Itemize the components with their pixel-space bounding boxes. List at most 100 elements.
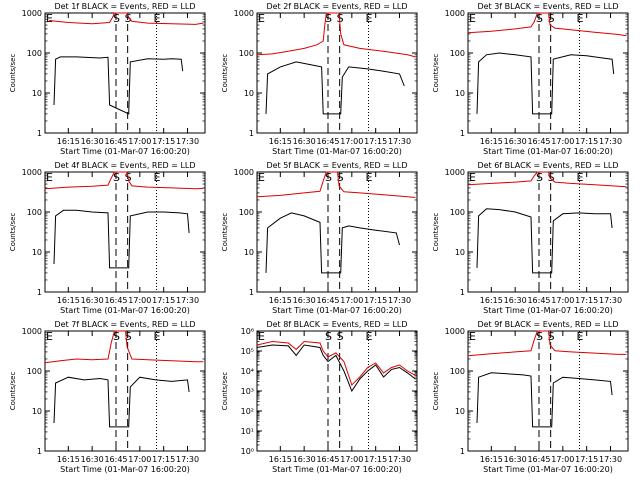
x-tick-label: 17:00 (128, 455, 151, 464)
series-line-lld (44, 330, 204, 364)
series-line-lld (467, 330, 627, 357)
marker-label: S (125, 12, 132, 25)
x-tick-label: 17:00 (551, 296, 574, 305)
x-tick-label: 16:45 (527, 137, 550, 146)
y-tick-label: 10¹ (241, 427, 254, 436)
chart-title: Det 4f BLACK = Events, RED = LLD (54, 161, 195, 170)
y-tick-label: 100 (239, 49, 254, 58)
marker-label: E (469, 330, 476, 343)
y-tick-label: 1 (460, 447, 465, 456)
y-tick-label: 10⁵ (241, 347, 254, 356)
x-tick-label: 16:15 (57, 455, 80, 464)
x-axis-label: Start Time (01-Mar-07 16:00:20) (60, 465, 190, 474)
x-tick-label: 17:30 (176, 455, 199, 464)
y-tick-label: 10 (455, 89, 465, 98)
y-tick-label: 1 (37, 288, 42, 297)
y-tick-label: 10 (455, 407, 465, 416)
x-tick-label: 17:00 (340, 455, 363, 464)
x-tick-label: 16:45 (104, 296, 127, 305)
chart-panel-7: Det 7f BLACK = Events, RED = LLD 1 10 100 10… (9, 320, 206, 474)
y-tick-label: 1000 (22, 327, 42, 336)
y-axis-label: Counts/sec (9, 54, 17, 93)
x-tick-label: 17:15 (575, 296, 598, 305)
y-tick-label: 1 (249, 129, 254, 138)
y-tick-label: 10 (32, 89, 42, 98)
y-tick-label: 1000 (234, 168, 254, 177)
y-tick-label: 1000 (234, 9, 254, 18)
series-line-events (476, 52, 615, 115)
x-tick-label: 16:15 (480, 296, 503, 305)
y-tick-label: 100 (450, 49, 465, 58)
marker-label: E (154, 12, 161, 25)
series-line-events (476, 372, 613, 428)
y-axis-label: Counts/sec (221, 54, 229, 93)
x-tick-label: 17:00 (128, 296, 151, 305)
y-tick-label: 1 (37, 129, 42, 138)
marker-label: E (46, 171, 53, 184)
chart-panel-4: Det 4f BLACK = Events, RED = LLD 1 10 100 10… (9, 161, 206, 315)
y-tick-label: 1000 (22, 9, 42, 18)
series-line-lld (256, 12, 416, 58)
y-tick-label: 1000 (445, 168, 465, 177)
y-tick-label: 100 (27, 49, 42, 58)
marker-label: E (258, 171, 265, 184)
chart-title: Det 3f BLACK = Events, RED = LLD (477, 2, 618, 11)
x-tick-label: 17:30 (388, 296, 411, 305)
marker-label: S (337, 171, 344, 184)
y-axis-label: Counts/sec (432, 372, 440, 411)
series-line-events (53, 209, 190, 269)
x-tick-label: 16:15 (480, 455, 503, 464)
x-axis-label: Start Time (01-Mar-07 16:00:20) (60, 306, 190, 315)
x-tick-label: 17:30 (599, 137, 622, 146)
y-tick-label: 100 (450, 208, 465, 217)
x-tick-label: 17:30 (388, 455, 411, 464)
x-tick-label: 17:15 (364, 296, 387, 305)
y-tick-label: 100 (27, 208, 42, 217)
series-line-events (53, 376, 190, 428)
x-tick-label: 16:30 (504, 137, 527, 146)
marker-label: S (536, 171, 543, 184)
chart-panel-2: Det 2f BLACK = Events, RED = LLD 1 10 100 10… (221, 2, 418, 156)
x-tick-label: 17:15 (152, 137, 175, 146)
y-axis-label: Counts/sec (221, 213, 229, 252)
y-tick-label: 10 (455, 248, 465, 257)
x-tick-label: 16:15 (269, 296, 292, 305)
x-tick-label: 16:30 (504, 455, 527, 464)
x-tick-label: 16:30 (504, 296, 527, 305)
y-tick-label: 10² (241, 407, 254, 416)
y-axis-label: Counts/sec (221, 372, 229, 411)
x-tick-label: 17:00 (340, 296, 363, 305)
chart-title: Det 7f BLACK = Events, RED = LLD (54, 320, 195, 329)
x-tick-label: 17:15 (364, 137, 387, 146)
chart-title: Det 2f BLACK = Events, RED = LLD (266, 2, 407, 11)
chart-panel-3: Det 3f BLACK = Events, RED = LLD 1 10 100 10… (432, 2, 629, 156)
x-tick-label: 17:15 (575, 137, 598, 146)
y-axis-label: Counts/sec (9, 213, 17, 252)
plot-frame (467, 171, 629, 293)
plot-frame (467, 330, 629, 452)
x-tick-label: 17:30 (599, 296, 622, 305)
x-tick-label: 16:45 (316, 137, 339, 146)
chart-panel-8: Det 8f BLACK = Events, RED = LLD 10⁰ 10¹ 10… (221, 320, 418, 474)
marker-label: S (125, 330, 132, 343)
marker-label: S (337, 330, 344, 343)
x-axis-label: Start Time (01-Mar-07 16:00:20) (483, 306, 613, 315)
x-tick-label: 16:30 (81, 455, 104, 464)
series-line-events (53, 56, 184, 115)
x-tick-label: 16:30 (81, 296, 104, 305)
chart-panel-9: Det 9f BLACK = Events, RED = LLD 1 10 100 10… (432, 320, 629, 474)
x-tick-label: 16:15 (269, 455, 292, 464)
y-tick-label: 10⁰ (241, 447, 254, 456)
x-tick-label: 16:45 (527, 455, 550, 464)
y-tick-label: 10³ (241, 387, 254, 396)
x-tick-label: 17:30 (388, 137, 411, 146)
marker-label: S (536, 330, 543, 343)
y-tick-label: 1 (37, 447, 42, 456)
series-line-lld (49, 12, 204, 25)
x-tick-label: 17:00 (340, 137, 363, 146)
series-line-events (256, 344, 416, 393)
marker-label: E (258, 12, 265, 25)
y-tick-label: 10 (32, 407, 42, 416)
series-line-lld (256, 340, 416, 386)
